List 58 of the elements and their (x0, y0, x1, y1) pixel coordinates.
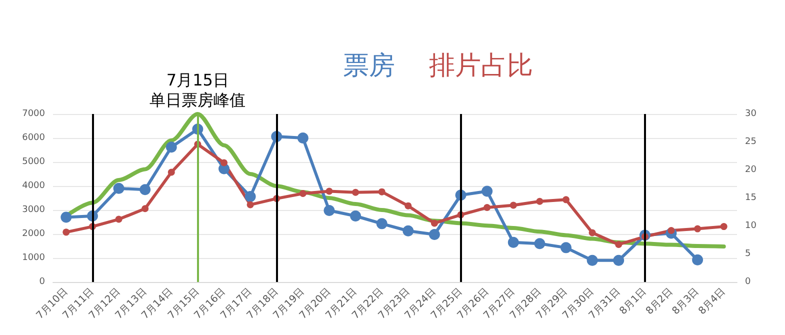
point (297, 132, 308, 144)
y2-tick-label: 10 (745, 221, 757, 231)
point (168, 168, 175, 176)
point (142, 205, 149, 212)
point (536, 198, 544, 205)
y-tick-label: 7000 (22, 109, 46, 119)
y2-tick-label: 5 (745, 249, 751, 259)
point (60, 212, 72, 223)
point (299, 190, 306, 198)
point (113, 182, 124, 194)
point (534, 238, 546, 250)
y2-tick-label: 15 (745, 193, 756, 203)
point (402, 225, 414, 236)
point (352, 188, 360, 196)
point (588, 229, 596, 236)
point (115, 216, 122, 223)
point (482, 186, 493, 197)
point (560, 242, 572, 254)
y2-tick-label: 20 (745, 165, 757, 175)
point (720, 223, 728, 230)
point (378, 188, 386, 196)
point (404, 202, 412, 210)
y2-tick-label: 25 (745, 137, 756, 147)
point (428, 228, 440, 240)
point (62, 228, 70, 236)
y2-tick-label: 0 (745, 277, 751, 287)
point (586, 254, 598, 266)
text: 票房 (343, 51, 395, 81)
y-tick-label: 4000 (22, 181, 46, 191)
point (562, 196, 570, 204)
y-tick-label: 1000 (22, 253, 46, 263)
point (484, 204, 491, 212)
y-tick-label: 2000 (22, 229, 46, 239)
point (694, 225, 702, 232)
point (613, 254, 624, 266)
text: 排片占比 (429, 51, 533, 81)
ref-line-label: 7月15日 (166, 70, 229, 90)
point (510, 202, 517, 209)
text: 单日票房峰值 (150, 90, 246, 110)
point (430, 220, 438, 227)
point (350, 210, 362, 222)
y-tick-label: 6000 (22, 133, 46, 143)
point (326, 188, 333, 195)
point (244, 191, 256, 202)
x-tick-label: 8月4日 (696, 286, 728, 318)
y-tick-label: 3000 (22, 205, 46, 215)
point (166, 142, 177, 153)
y-tick-label: 5000 (22, 157, 46, 167)
point (140, 184, 151, 196)
point (324, 204, 335, 216)
y-tick-label: 0 (39, 277, 46, 287)
point (220, 159, 228, 166)
point (376, 218, 388, 230)
y2-tick-label: 30 (745, 109, 757, 119)
point (615, 240, 622, 248)
point (246, 201, 254, 208)
point (508, 236, 519, 248)
point (692, 254, 704, 266)
